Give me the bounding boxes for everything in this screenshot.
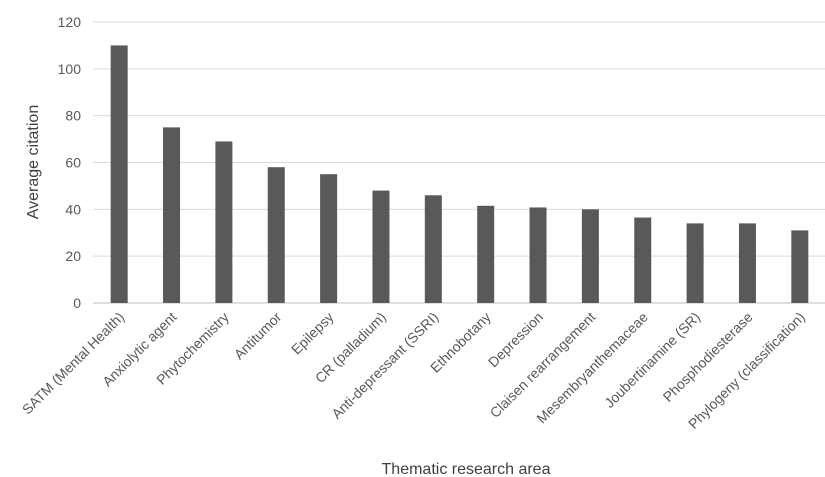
bar: [634, 217, 652, 303]
bar: [372, 190, 390, 303]
x-tick-label: SATM (Mental Health): [19, 309, 128, 418]
bar: [477, 205, 495, 303]
bar: [110, 45, 128, 304]
x-tick-label: Joubertinamine (SR): [601, 309, 703, 411]
bar: [686, 223, 704, 303]
x-tick-label: Phosphodiesterase: [660, 309, 756, 405]
x-axis-title: Thematic research area: [382, 461, 551, 477]
bar: [163, 127, 181, 303]
y-tick-label: 40: [65, 201, 81, 217]
bar: [529, 207, 547, 303]
bar: [267, 167, 285, 303]
bar: [738, 223, 756, 303]
y-tick-label: 100: [58, 61, 82, 77]
y-axis-ticks: 0 20 40 60 80 100 120: [58, 14, 82, 311]
x-tick-label: Antitumor: [231, 309, 285, 363]
y-axis-title: Average citation: [25, 105, 42, 219]
bar: [791, 230, 809, 303]
bar: [215, 141, 233, 303]
y-tick-label: 80: [65, 108, 81, 124]
gridlines: [93, 21, 825, 304]
bar: [581, 209, 599, 303]
y-tick-label: 20: [65, 248, 81, 264]
bars: [110, 45, 809, 304]
bar: [424, 195, 442, 303]
x-axis-ticks: SATM (Mental Health)Anxiolytic agentPhyt…: [19, 309, 808, 432]
y-tick-label: 0: [73, 295, 81, 311]
y-tick-label: 120: [58, 14, 82, 30]
x-tick-label: Anti-depressant (SSRI): [328, 309, 441, 422]
x-tick-label: Epilepsy: [288, 309, 337, 358]
x-tick-label: Claisen rearrangement: [487, 309, 599, 421]
bar: [320, 174, 338, 303]
y-tick-label: 60: [65, 155, 81, 171]
